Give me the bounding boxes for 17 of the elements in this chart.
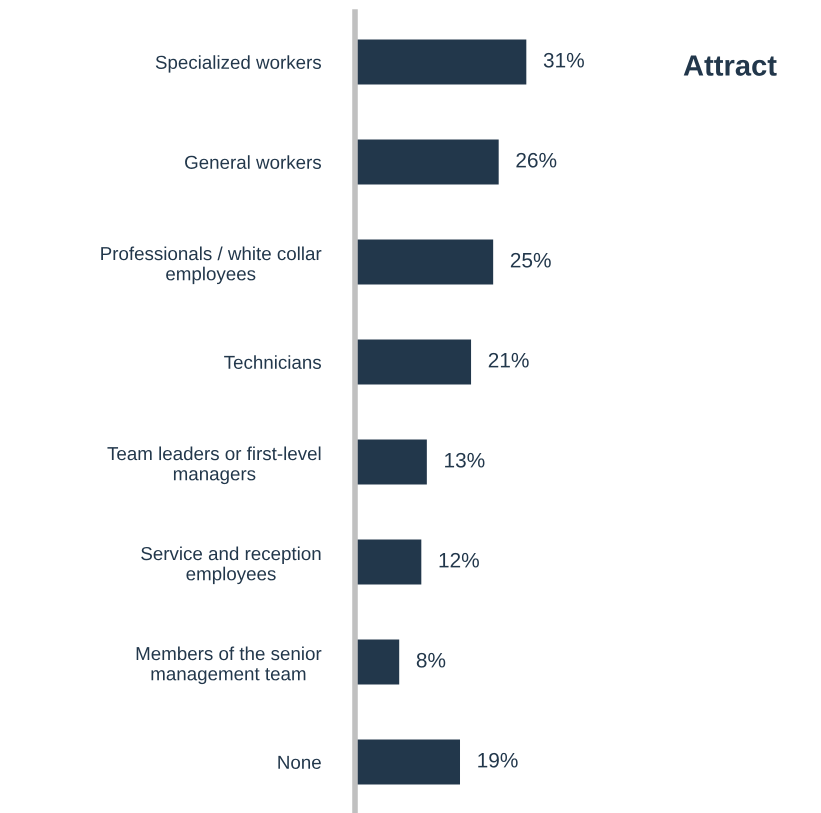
data-label: 12% (440, 552, 479, 568)
data-label: 13% (445, 452, 484, 468)
y-tick-label: Professionals / white collar employees (101, 246, 322, 284)
data-label: 25% (510, 252, 551, 268)
data-label: 19% (478, 752, 518, 768)
text: Attract (684, 55, 777, 76)
data-label: 31% (544, 52, 584, 68)
y-tick-label: Specialized workers (156, 55, 321, 73)
y-tick-label: General workers (185, 155, 321, 169)
y-tick-label: Members of the senior management team (136, 646, 322, 684)
data-label: 8% (416, 652, 446, 668)
y-tick-label: Service and reception employees (141, 546, 320, 584)
y-tick-label: None (278, 756, 321, 769)
y-tick-label: Team leaders or first-level managers (107, 446, 320, 484)
data-label: 26% (516, 152, 556, 168)
data-label: 21% (488, 352, 529, 368)
y-tick-label: Technicians (224, 355, 321, 369)
